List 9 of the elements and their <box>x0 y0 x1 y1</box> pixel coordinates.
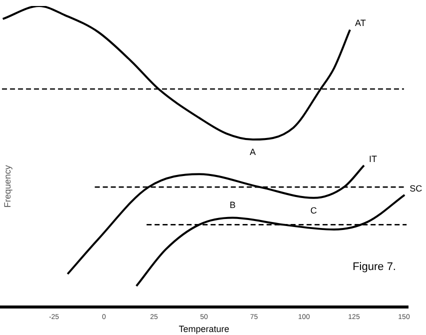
annotation: Figure 7. <box>352 260 396 273</box>
series-label: AT <box>355 18 366 28</box>
y-axis-title: Frequency <box>2 164 12 208</box>
annotation: A <box>250 147 256 158</box>
annotation: B <box>230 200 236 210</box>
annotation: C <box>310 205 318 216</box>
series-label: SC <box>410 183 423 194</box>
series-label: IT <box>369 154 378 164</box>
x-axis-title: Temperature <box>178 324 230 334</box>
